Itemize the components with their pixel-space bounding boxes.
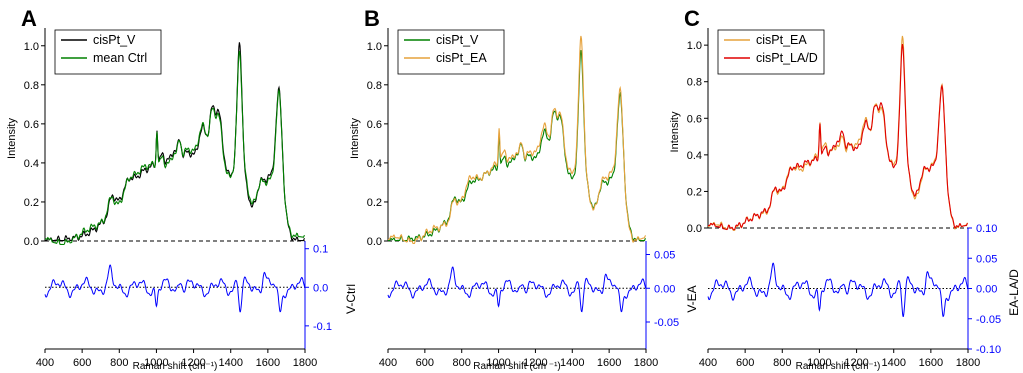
x-tick-label: 1200 <box>523 357 547 369</box>
panel-c: C0.00.20.40.60.81.0IntensitycisPt_EAcisP… <box>669 6 1021 372</box>
upper-y-tick-label: 0.6 <box>367 119 382 131</box>
x-tick-label: 1200 <box>844 357 868 369</box>
lower-y-tick-label: -0.05 <box>976 314 1001 326</box>
upper-y-tick-label: 0.8 <box>24 80 39 92</box>
x-axis-label: Raman shift (cm⁻¹) <box>133 361 218 372</box>
x-tick-label: 1800 <box>956 357 980 369</box>
upper-y-tick-label: 0.4 <box>687 150 702 162</box>
upper-y-tick-label: 0.0 <box>367 236 382 248</box>
x-tick-label: 1600 <box>597 357 621 369</box>
panel-a: A 0.0 0.2 0.4 0.6 0.8 1.0 Intensity cisPt_Vmean … <box>6 6 358 372</box>
upper-y-tick-label: 0.8 <box>687 77 702 89</box>
series-line-mean-ctrl <box>44 50 305 246</box>
legend-box <box>397 29 505 75</box>
legend-entry: cisPt_V <box>93 33 136 47</box>
x-tick-label: 800 <box>773 357 791 369</box>
x-tick-label: 600 <box>736 357 754 369</box>
x-tick-label: 1800 <box>293 357 317 369</box>
lower-y-axis-label: EA-LA/D <box>1007 269 1021 316</box>
upper-y-tick-label: 0.2 <box>24 197 39 209</box>
legend-box <box>717 29 825 75</box>
series-line-cispt-ea <box>387 35 647 245</box>
panel-label: A <box>21 6 37 31</box>
series-line-cispt-v <box>45 42 306 242</box>
lower-y-axis-label: V-Ctrl <box>344 284 358 314</box>
upper-y-tick-label: 0.6 <box>24 119 39 131</box>
upper-y-tick-label: 1.0 <box>687 40 702 52</box>
lower-y-axis-label: V-EA <box>685 285 699 312</box>
upper-y-tick-label: 0.8 <box>367 80 382 92</box>
x-tick-label: 800 <box>453 357 471 369</box>
legend-box <box>54 29 162 75</box>
difference-line <box>387 266 647 313</box>
x-tick-label: 400 <box>36 357 54 369</box>
upper-y-tick-label: 0.2 <box>367 197 382 209</box>
x-tick-label: 1600 <box>256 357 280 369</box>
lower-y-tick-label: 0.05 <box>654 250 675 262</box>
lower-y-tick-label: -0.05 <box>654 317 679 329</box>
lower-y-tick-label: 0.00 <box>654 283 675 295</box>
lower-y-tick-label: 0.10 <box>976 223 997 235</box>
x-tick-label: 1800 <box>634 357 658 369</box>
panel-b: B0.00.20.40.60.81.0IntensitycisPt_VcisPt… <box>349 6 699 372</box>
upper-y-axis-label: Intensity <box>349 118 361 159</box>
legend-entry: cisPt_LA/D <box>756 51 818 65</box>
panel-label: B <box>364 6 380 31</box>
x-tick-label: 1600 <box>919 357 943 369</box>
x-tick-label: 400 <box>379 357 397 369</box>
upper-y-tick-label: 1.0 <box>24 41 39 53</box>
upper-y-tick-label: 0.0 <box>687 223 702 235</box>
lower-y-tick-label: -0.10 <box>976 344 1001 356</box>
x-tick-label: 1400 <box>881 357 905 369</box>
series-line-cispt-v <box>388 50 647 242</box>
x-tick-label: 1400 <box>218 357 242 369</box>
difference-line <box>707 262 969 318</box>
panel-label: C <box>684 6 700 31</box>
x-tick-label: 1200 <box>181 357 205 369</box>
upper-y-axis-label: Intensity <box>6 118 18 159</box>
lower-y-tick-label: 0.0 <box>313 282 328 294</box>
legend-entry: mean Ctrl <box>93 51 147 65</box>
legend-entry: cisPt_EA <box>436 51 487 65</box>
lower-y-tick-label: 0.05 <box>976 253 997 265</box>
upper-y-tick-label: 0.0 <box>24 236 39 248</box>
upper-y-axis-label: Intensity <box>669 111 681 152</box>
upper-y-tick-label: 0.2 <box>687 186 702 198</box>
x-tick-label: 600 <box>416 357 434 369</box>
difference-line <box>44 264 306 313</box>
legend-entry: cisPt_EA <box>756 33 807 47</box>
x-tick-label: 1000 <box>807 357 831 369</box>
upper-y-tick-label: 0.4 <box>367 158 382 170</box>
legend: cisPt_EA cisPt_LA/D <box>717 29 825 75</box>
x-axis-label: Raman shift (cm ⁻¹) <box>473 361 561 372</box>
x-tick-label: 1000 <box>486 357 510 369</box>
x-tick-label: 600 <box>73 357 91 369</box>
x-axis-label: Raman shift (cm⁻¹) <box>796 361 881 372</box>
lower-y-tick-label: 0.1 <box>313 244 328 256</box>
x-tick-label: 1000 <box>144 357 168 369</box>
legend-entry: cisPt_V <box>436 33 479 47</box>
upper-y-tick-label: 1.0 <box>367 41 382 53</box>
series-line-cispt-la-d <box>708 44 969 231</box>
upper-y-tick-label: 0.4 <box>24 158 39 170</box>
x-tick-label: 400 <box>699 357 717 369</box>
upper-y-tick-label: 0.6 <box>687 113 702 125</box>
lower-y-tick-label: -0.1 <box>313 321 332 333</box>
x-tick-label: 1400 <box>560 357 584 369</box>
legend: cisPt_V cisPt_EA <box>397 29 505 75</box>
x-tick-label: 800 <box>110 357 128 369</box>
lower-y-tick-label: 0.00 <box>976 284 997 296</box>
